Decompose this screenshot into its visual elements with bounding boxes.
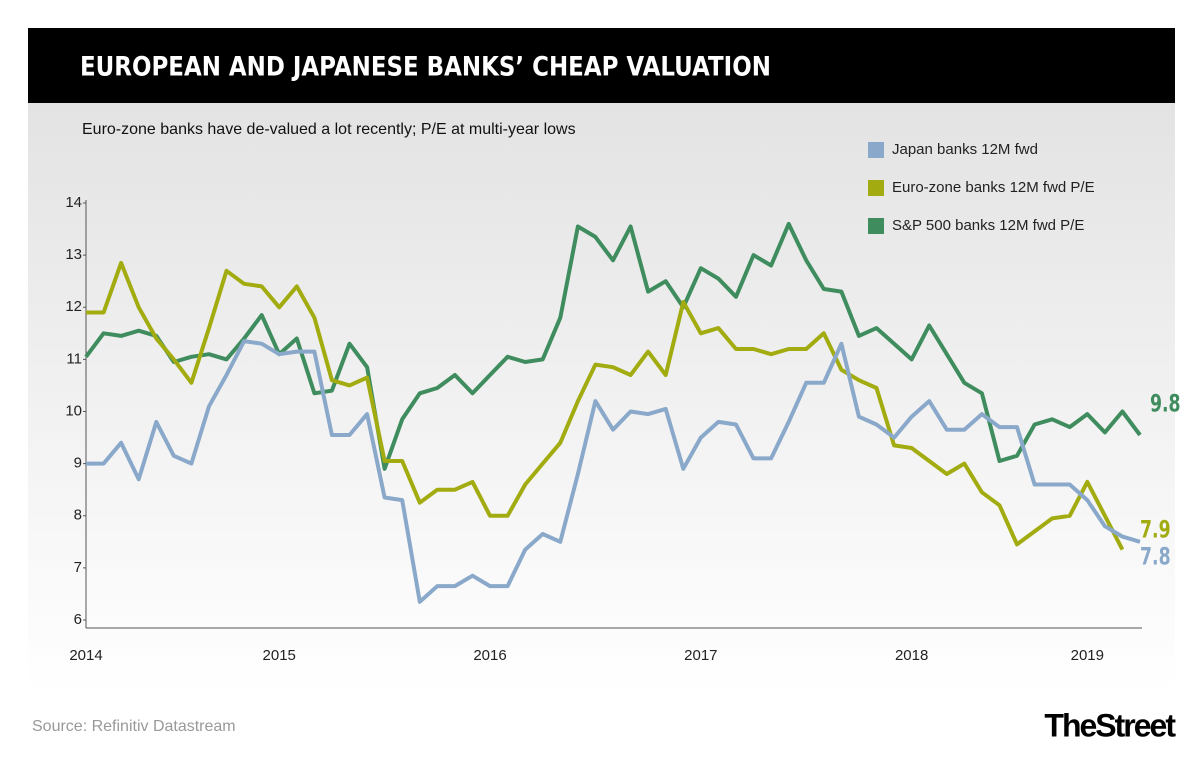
header-bar xyxy=(28,28,1175,103)
series-line xyxy=(86,339,1141,604)
legend-swatch xyxy=(868,180,884,196)
x-tick-label: 2014 xyxy=(69,647,102,664)
y-tick-label: 8 xyxy=(74,507,82,524)
y-tick-label: 9 xyxy=(74,455,82,472)
series-line xyxy=(86,260,1125,551)
legend-label: S&P 500 banks 12M fwd P/E xyxy=(892,217,1084,234)
x-tick-label: 2018 xyxy=(895,647,928,664)
end-value-label: 7.8 xyxy=(1140,544,1171,572)
source: Source: Refinitiv Datastream xyxy=(32,718,236,735)
y-tick-label: 13 xyxy=(65,246,82,263)
x-tick-label: 2017 xyxy=(684,647,717,664)
brand-logo: TheStreet xyxy=(1044,707,1176,743)
y-tick-label: 11 xyxy=(66,350,82,367)
end-value-label: 9.8 xyxy=(1150,391,1181,419)
y-tick-label: 10 xyxy=(65,402,82,419)
series-line xyxy=(84,221,1142,471)
legend-label: Japan banks 12M fwd xyxy=(892,141,1038,158)
chart-subtitle: Euro-zone banks have de-valued a lot rec… xyxy=(82,121,576,138)
legend-swatch xyxy=(868,142,884,158)
x-tick-label: 2015 xyxy=(263,647,296,664)
end-value-label: 7.9 xyxy=(1140,517,1171,545)
legend-label: Euro-zone banks 12M fwd P/E xyxy=(892,179,1095,196)
y-tick-label: 12 xyxy=(65,298,82,315)
legend-swatch xyxy=(868,218,884,234)
x-tick-label: 2019 xyxy=(1071,647,1104,664)
y-tick-label: 14 xyxy=(65,194,82,211)
y-tick-label: 6 xyxy=(74,611,82,628)
x-tick-label: 2016 xyxy=(473,647,506,664)
chart-title: EUROPEAN AND JAPANESE BANKS’ CHEAP VALUA… xyxy=(80,51,771,82)
y-tick-label: 7 xyxy=(74,559,82,576)
